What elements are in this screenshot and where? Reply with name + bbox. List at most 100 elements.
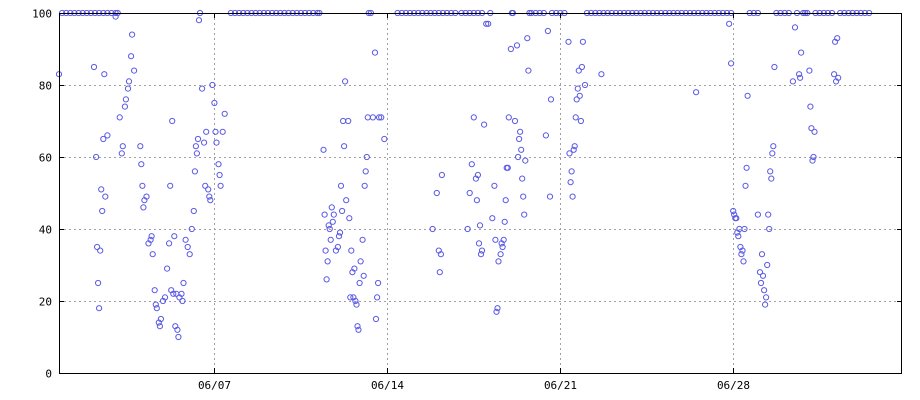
data-point [565,38,572,45]
data-point [215,161,222,168]
data-point [598,71,605,78]
data-point [124,85,132,92]
data-point [766,225,773,233]
data-point [206,193,213,200]
data-point [758,251,766,258]
data-point [808,125,815,132]
data-point [171,233,178,240]
data-point [148,233,155,240]
data-point [98,186,105,193]
data-point [436,269,443,276]
data-point [203,128,210,135]
data-point [179,297,186,305]
data-point [575,67,582,74]
data-point [761,287,768,294]
data-point [188,225,195,233]
data-point [738,251,745,258]
data-point [346,215,353,222]
data-point [129,31,136,38]
data-point [147,236,154,243]
data-point [481,121,488,128]
data-point [763,294,770,301]
data-point [362,168,369,175]
x-tick-label: 06/07 [198,379,231,392]
data-point [174,326,181,333]
x-tick-label: 06/28 [717,379,750,392]
data-point [324,258,331,265]
data-point [835,74,842,81]
data-point [433,189,440,197]
data-point [101,71,108,78]
data-point [202,182,209,189]
data-point [118,150,125,157]
data-point [569,193,576,200]
data-point [156,323,163,330]
data-point [352,297,359,305]
data-point [764,261,771,269]
data-point [320,146,327,153]
data-point [741,225,748,233]
data-point [577,117,585,125]
data-point [90,63,98,71]
data-point [329,218,336,225]
data-point [502,197,509,204]
grid-lines [59,13,902,373]
data-point [492,236,499,243]
data-point [97,247,104,254]
data-point [347,294,354,301]
data-point [546,193,554,200]
data-point [571,143,578,150]
y-tick-label: 40 [39,224,52,237]
data-point [182,236,189,243]
data-point [438,171,445,179]
data-point [791,24,799,31]
data-point [797,74,804,81]
data-point [190,207,197,215]
data-point [578,63,586,71]
data-point [361,182,368,189]
data-point [742,182,749,189]
data-point [164,265,171,272]
data-point [374,294,381,301]
data-point [99,207,106,215]
data-point [491,182,498,189]
data-point [166,240,173,247]
data-point [342,78,349,85]
data-point [175,333,182,341]
data-point [122,96,130,103]
data-point [743,164,750,171]
data-point [771,63,778,71]
data-point [831,71,838,78]
data-point [95,279,102,287]
data-point [573,96,580,103]
data-point [515,153,522,161]
data-point [199,85,206,92]
data-point [371,49,379,56]
data-point [759,272,767,279]
data-point [504,164,511,171]
data-point [369,114,376,121]
data-point [128,53,135,60]
data-point [207,197,214,204]
data-point [579,38,587,45]
data-point [363,153,370,161]
data-point [489,215,496,222]
data-point [143,193,150,200]
y-tick-label: 100 [32,8,52,21]
data-point [478,247,486,254]
data-point [542,132,550,139]
y-tick-label: 80 [39,80,52,93]
data-point [100,135,107,143]
data-point [343,197,350,204]
x-tick-label: 06/21 [544,379,577,392]
data-point [735,233,742,240]
plot-border [59,13,902,374]
data-point [211,99,218,107]
data-point [195,17,203,24]
data-point [213,139,220,146]
data-point [322,247,329,254]
data-point [212,128,219,135]
data-point [152,301,159,308]
data-point [192,143,199,150]
